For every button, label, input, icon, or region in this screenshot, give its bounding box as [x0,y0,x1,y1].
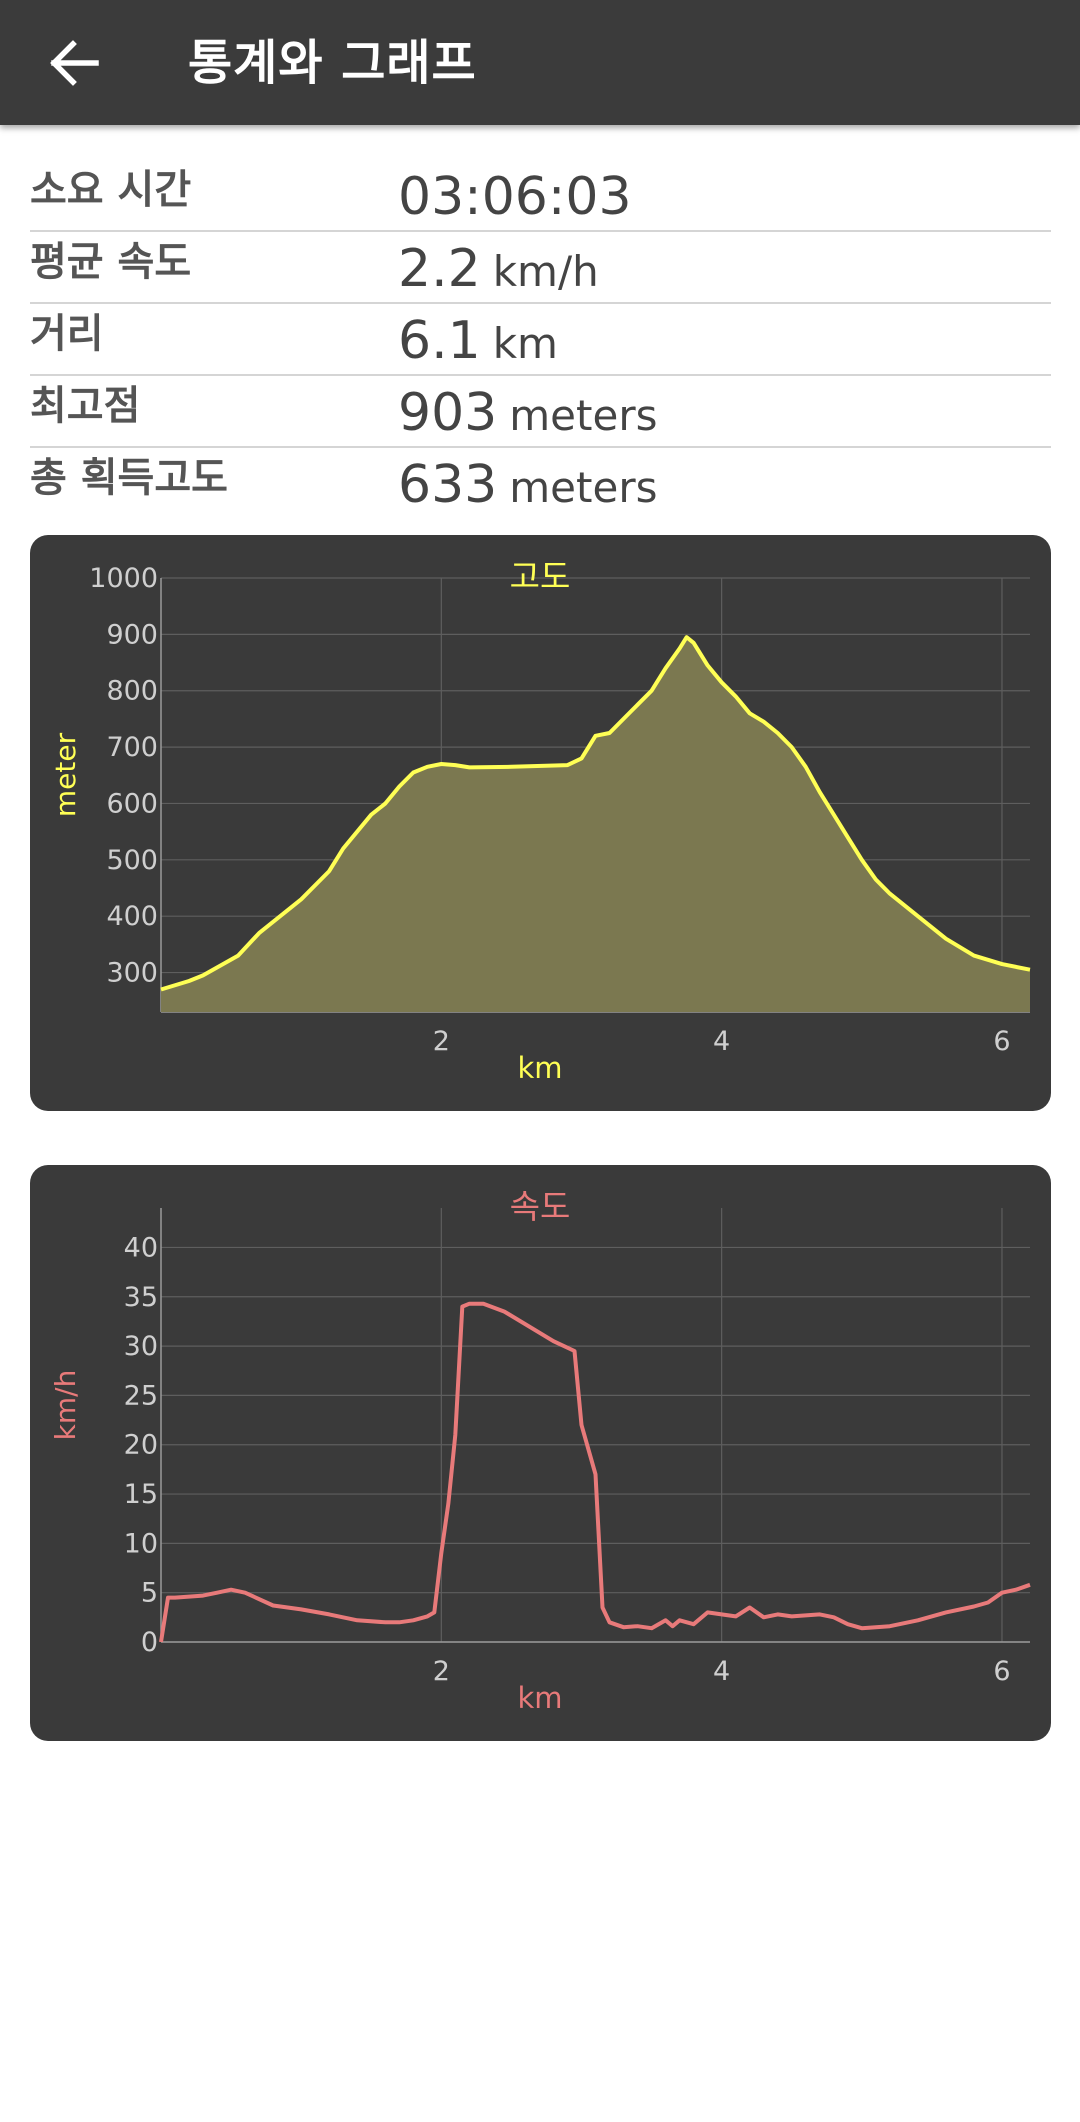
stat-label: 거리 [30,311,104,357]
altitude-chart: 300 400 500 600 700 800 900 1000 2 4 6 고도 km meter [49,557,1031,1085]
altitude-series-line [160,635,1031,992]
back-button[interactable] [40,30,110,96]
altitude-area-fill [161,637,1030,1012]
altitude-ytick-label: 400 [106,901,158,932]
stat-label: 총 획득고도 [30,455,228,501]
speed-chart: 0 5 10 15 20 25 30 35 40 2 4 6 속도 km km/h [49,1187,1031,1715]
stat-row-duration: 소요 시간 03:06:03 [30,160,1051,232]
stat-unit: km [492,319,558,368]
speed-ytick-label: 30 [124,1331,158,1362]
altitude-ytick-label: 1000 [89,563,158,594]
speed-ytick-label: 0 [141,1627,158,1658]
speed-ytick-label: 10 [124,1528,158,1559]
altitude-ytick-label: 700 [106,732,158,763]
stat-label: 최고점 [30,383,141,429]
speed-y-axis-label: km/h [49,1370,82,1441]
speed-chart-card: 0 5 10 15 20 25 30 35 40 2 4 6 속도 km km/h [30,1165,1051,1741]
speed-chart-title: 속도 [510,1187,571,1226]
stat-value: 6.1 [398,311,481,371]
altitude-ytick-label: 600 [106,788,158,819]
speed-x-axis-label: km [517,1681,562,1715]
altitude-ytick-label: 800 [106,676,158,707]
speed-xtick-label: 2 [433,1656,450,1687]
speed-xtick-label: 4 [713,1656,730,1687]
stat-unit: meters [509,391,658,440]
speed-xtick-label: 6 [993,1656,1010,1687]
altitude-ytick-label: 300 [106,958,158,989]
speed-ytick-label: 20 [124,1430,158,1461]
stats-table: 소요 시간 03:06:03 평균 속도 2.2 km/h 거리 6.1 km 최고… [30,160,1051,518]
stat-label: 소요 시간 [30,167,192,213]
altitude-xtick-label: 6 [993,1026,1010,1057]
speed-ytick-label: 25 [124,1380,158,1411]
speed-ytick-label: 5 [141,1578,158,1609]
stat-value: 2.2 [398,239,481,299]
stat-value: 03:06:03 [398,167,632,227]
altitude-chart-card: 300 400 500 600 700 800 900 1000 2 4 6 고도 km meter [30,535,1051,1111]
altitude-y-axis-label: meter [49,732,82,817]
stat-unit: meters [509,463,658,512]
altitude-xtick-label: 4 [713,1026,730,1057]
altitude-ytick-label: 900 [106,619,158,650]
speed-ytick-label: 40 [124,1232,158,1263]
arrow-left-icon [50,40,99,86]
stat-row-distance: 거리 6.1 km [30,304,1051,376]
stat-value: 633 [398,455,498,515]
page-title: 통계와 그래프 [188,35,477,91]
stat-value: 903 [398,383,498,443]
stat-row-max-altitude: 최고점 903 meters [30,376,1051,448]
stat-label: 평균 속도 [30,239,192,285]
speed-ytick-label: 15 [124,1479,158,1510]
speed-series-line [159,1301,1031,1643]
altitude-xtick-label: 2 [433,1026,450,1057]
app-bar: 통계와 그래프 [0,0,1080,125]
altitude-ytick-label: 500 [106,845,158,876]
stat-unit: km/h [492,247,599,296]
altitude-chart-title: 고도 [510,557,571,596]
altitude-x-axis-label: km [517,1051,562,1085]
stat-row-total-ascent: 총 획득고도 633 meters [30,448,1051,518]
stat-row-avg-speed: 평균 속도 2.2 km/h [30,232,1051,304]
speed-ytick-label: 35 [124,1282,158,1313]
